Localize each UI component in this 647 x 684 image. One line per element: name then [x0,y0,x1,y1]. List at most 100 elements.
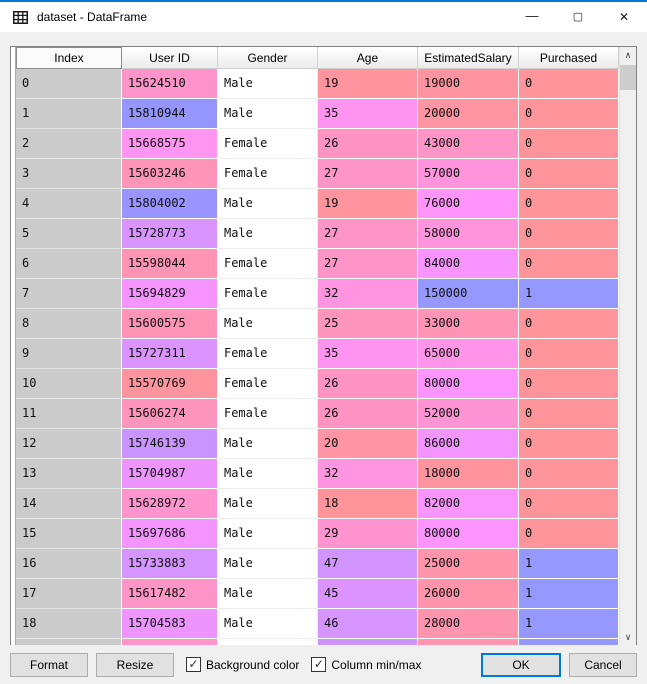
cell-gender[interactable]: Male [217,189,318,219]
row-header-cell[interactable]: 8 [15,309,122,339]
format-button[interactable]: Format [10,652,88,677]
cell-salary[interactable]: 76000 [417,189,519,219]
cell-gender[interactable]: Male [217,309,318,339]
cell-age[interactable]: 27 [317,249,418,279]
cell-gender[interactable]: Male [217,99,318,129]
vertical-scrollbar[interactable]: ∧ ∨ [619,47,636,646]
row-header-cell[interactable]: 11 [15,399,122,429]
row-header-cell[interactable]: 14 [15,489,122,519]
cell-purchased[interactable]: 0 [518,309,620,339]
cell-salary[interactable]: 18000 [417,459,519,489]
cell-salary[interactable]: 19000 [417,69,519,99]
background-color-checkbox-box[interactable]: ✓ [186,657,201,672]
cell-salary[interactable]: 57000 [417,159,519,189]
cell-user-id[interactable]: 15728773 [121,219,218,249]
cell-age[interactable]: 32 [317,279,418,309]
row-header-cell[interactable]: 0 [15,69,122,99]
cell-purchased[interactable]: 0 [518,249,620,279]
column-header-gender[interactable]: Gender [217,47,318,69]
cell-salary[interactable]: 86000 [417,429,519,459]
cell-purchased[interactable]: 0 [518,429,620,459]
cell-user-id[interactable]: 15598044 [121,249,218,279]
cell-user-id[interactable]: 15694829 [121,279,218,309]
column-minmax-checkbox-box[interactable]: ✓ [311,657,327,672]
cell-salary[interactable]: 25000 [417,549,519,579]
cell-gender[interactable]: Male [217,429,318,459]
close-button[interactable]: ✕ [601,2,647,32]
row-header-cell[interactable]: 3 [15,159,122,189]
cell-purchased[interactable]: 0 [518,399,620,429]
row-header-cell[interactable]: 9 [15,339,122,369]
cell-user-id[interactable]: 15727311 [121,339,218,369]
cell-purchased[interactable]: 0 [518,339,620,369]
cell-purchased[interactable]: 1 [518,609,620,639]
cell-salary[interactable]: 80000 [417,519,519,549]
cell-age[interactable]: 25 [317,309,418,339]
cell-purchased[interactable]: 0 [518,519,620,549]
cell-gender[interactable]: Female [217,369,318,399]
row-header-cell[interactable]: 1 [15,99,122,129]
cell-gender[interactable]: Male [217,579,318,609]
row-header-cell[interactable]: 2 [15,129,122,159]
cell-salary[interactable]: 26000 [417,579,519,609]
cell-gender[interactable]: Female [217,639,318,646]
row-header-cell[interactable]: 13 [15,459,122,489]
cell-salary[interactable]: 43000 [417,129,519,159]
row-header-cell[interactable]: 17 [15,579,122,609]
row-header-cell[interactable]: 15 [15,519,122,549]
cell-user-id[interactable]: 15704987 [121,459,218,489]
row-header-cell[interactable]: 12 [15,429,122,459]
cell-purchased[interactable]: 0 [518,99,620,129]
cell-salary[interactable]: 33000 [417,309,519,339]
cell-age[interactable]: 19 [317,69,418,99]
cell-salary[interactable]: 82000 [417,489,519,519]
row-header-cell[interactable]: 16 [15,549,122,579]
cell-age[interactable]: 32 [317,459,418,489]
cell-gender[interactable]: Female [217,129,318,159]
cell-purchased[interactable]: 0 [518,219,620,249]
cell-salary[interactable]: 150000 [417,279,519,309]
cell-gender[interactable]: Male [217,459,318,489]
row-header-cell[interactable]: 6 [15,249,122,279]
cell-age[interactable]: 26 [317,399,418,429]
row-header-cell[interactable]: 5 [15,219,122,249]
cell-purchased[interactable]: 0 [518,189,620,219]
column-header-age[interactable]: Age [317,47,418,69]
cell-age[interactable]: 27 [317,219,418,249]
cell-salary[interactable]: 84000 [417,249,519,279]
minimize-button[interactable]: — [509,2,555,32]
cell-purchased[interactable]: 0 [518,159,620,189]
cell-gender[interactable]: Male [217,489,318,519]
column-header-purchased[interactable]: Purchased [518,47,620,69]
scroll-up-button[interactable]: ∧ [620,47,636,64]
ok-button[interactable]: OK [481,652,561,677]
cell-user-id[interactable]: 15624510 [121,69,218,99]
cell-purchased[interactable]: 1 [518,579,620,609]
column-header-index[interactable]: Index [15,47,122,69]
cell-user-id[interactable]: 15697686 [121,519,218,549]
cell-salary[interactable]: 58000 [417,219,519,249]
cell-user-id[interactable]: 15617482 [121,579,218,609]
cell-salary[interactable]: 65000 [417,339,519,369]
cell-purchased[interactable]: 1 [518,279,620,309]
cell-user-id[interactable]: 15733883 [121,549,218,579]
cell-user-id[interactable]: 15668575 [121,129,218,159]
column-header-estimatedsalary[interactable]: EstimatedSalary [417,47,519,69]
cell-gender[interactable]: Male [217,609,318,639]
cell-salary[interactable]: 52000 [417,399,519,429]
cell-user-id[interactable]: 15746139 [121,429,218,459]
cell-purchased[interactable]: 1 [518,639,620,646]
scrollbar-track[interactable] [620,90,636,629]
cell-gender[interactable]: Female [217,399,318,429]
cell-age[interactable]: 45 [317,579,418,609]
cell-gender[interactable]: Male [217,519,318,549]
row-header-cell[interactable]: 10 [15,369,122,399]
cell-user-id[interactable]: 15606274 [121,399,218,429]
cell-purchased[interactable]: 0 [518,459,620,489]
cell-user-id[interactable]: 15600575 [121,309,218,339]
cell-user-id[interactable]: 15621083 [121,639,218,646]
cell-age[interactable]: 35 [317,339,418,369]
cell-age[interactable]: 47 [317,549,418,579]
row-header-cell[interactable]: 19 [15,639,122,646]
cell-gender[interactable]: Male [217,219,318,249]
